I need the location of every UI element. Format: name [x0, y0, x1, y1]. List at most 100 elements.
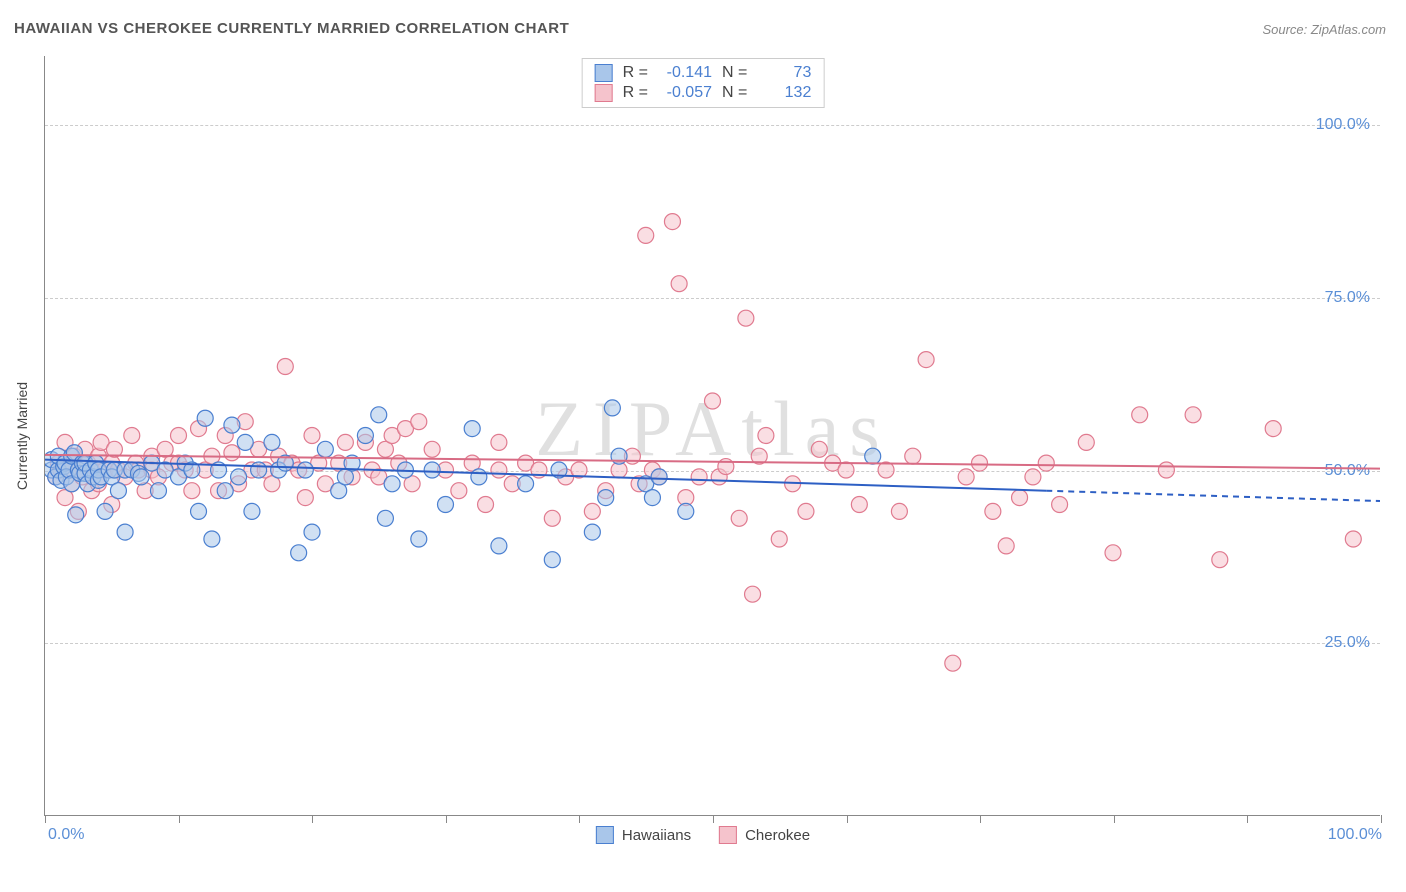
blue-point — [191, 503, 207, 519]
blue-point — [291, 545, 307, 561]
x-tick — [446, 815, 447, 823]
pink-point — [1345, 531, 1361, 547]
x-axis-min-label: 0.0% — [48, 826, 84, 844]
blue-point — [317, 441, 333, 457]
legend: Hawaiians Cherokee — [596, 826, 810, 844]
blue-point — [297, 462, 313, 478]
pink-point — [1078, 434, 1094, 450]
pink-point — [691, 469, 707, 485]
pink-point — [1158, 462, 1174, 478]
blue-point — [438, 497, 454, 513]
pink-point — [958, 469, 974, 485]
pink-point — [277, 359, 293, 375]
chart-container: HAWAIIAN VS CHEROKEE CURRENTLY MARRIED C… — [0, 0, 1406, 892]
blue-point — [68, 507, 84, 523]
blue-point — [217, 483, 233, 499]
blue-point — [224, 417, 240, 433]
pink-point — [1052, 497, 1068, 513]
stats-n-label: N = — [722, 84, 747, 102]
pink-point — [798, 503, 814, 519]
pink-point — [771, 531, 787, 547]
pink-point — [337, 434, 353, 450]
blue-point — [371, 407, 387, 423]
blue-trend-line-dashed — [1046, 491, 1380, 501]
stats-n-value: 132 — [757, 84, 811, 102]
pink-point — [738, 310, 754, 326]
plot-svg — [45, 56, 1380, 815]
legend-label: Hawaiians — [622, 827, 691, 844]
blue-point — [251, 462, 267, 478]
pink-point — [985, 503, 1001, 519]
blue-point — [377, 510, 393, 526]
blue-point — [464, 421, 480, 437]
blue-point — [678, 503, 694, 519]
source-attribution: Source: ZipAtlas.com — [1262, 22, 1386, 37]
pink-point — [297, 490, 313, 506]
blue-point — [491, 538, 507, 554]
legend-item: Hawaiians — [596, 826, 691, 844]
blue-point — [231, 469, 247, 485]
stats-box: R =-0.141N =73R =-0.057N =132 — [582, 58, 825, 108]
x-axis-max-label: 100.0% — [1328, 826, 1382, 844]
x-tick — [980, 815, 981, 823]
pink-point — [972, 455, 988, 471]
stats-r-value: -0.141 — [658, 64, 712, 82]
stats-r-value: -0.057 — [658, 84, 712, 102]
blue-point — [598, 490, 614, 506]
stats-row-blue: R =-0.141N =73 — [595, 63, 812, 83]
pink-point — [1265, 421, 1281, 437]
legend-item: Cherokee — [719, 826, 810, 844]
pink-point — [1025, 469, 1041, 485]
x-tick — [312, 815, 313, 823]
blue-point — [264, 434, 280, 450]
pink-point — [451, 483, 467, 499]
blue-point — [584, 524, 600, 540]
x-tick — [847, 815, 848, 823]
legend-swatch — [719, 826, 737, 844]
pink-point — [411, 414, 427, 430]
blue-point — [604, 400, 620, 416]
pink-point — [184, 483, 200, 499]
x-tick — [179, 815, 180, 823]
blue-point — [133, 469, 149, 485]
pink-point — [1038, 455, 1054, 471]
blue-point — [518, 476, 534, 492]
x-tick — [1114, 815, 1115, 823]
pink-point — [745, 586, 761, 602]
pink-point — [491, 462, 507, 478]
pink-point — [731, 510, 747, 526]
blue-point — [150, 483, 166, 499]
stats-n-label: N = — [722, 64, 747, 82]
stats-swatch — [595, 64, 613, 82]
blue-point — [471, 469, 487, 485]
legend-swatch — [596, 826, 614, 844]
pink-point — [491, 434, 507, 450]
pink-point — [544, 510, 560, 526]
pink-point — [304, 428, 320, 444]
blue-point — [411, 531, 427, 547]
stats-r-label: R = — [623, 84, 648, 102]
blue-point — [204, 531, 220, 547]
pink-point — [478, 497, 494, 513]
pink-point — [638, 227, 654, 243]
x-tick — [713, 815, 714, 823]
blue-point — [304, 524, 320, 540]
x-tick — [579, 815, 580, 823]
pink-point — [1012, 490, 1028, 506]
blue-point — [651, 469, 667, 485]
stats-swatch — [595, 84, 613, 102]
blue-point — [865, 448, 881, 464]
pink-point — [1132, 407, 1148, 423]
pink-point — [945, 655, 961, 671]
blue-point — [357, 428, 373, 444]
blue-point — [644, 490, 660, 506]
blue-point — [384, 476, 400, 492]
chart-title: HAWAIIAN VS CHEROKEE CURRENTLY MARRIED C… — [14, 20, 569, 37]
x-tick — [1247, 815, 1248, 823]
blue-point — [117, 524, 133, 540]
pink-point — [918, 352, 934, 368]
pink-point — [664, 214, 680, 230]
blue-point — [424, 462, 440, 478]
pink-point — [224, 445, 240, 461]
blue-point — [544, 552, 560, 568]
